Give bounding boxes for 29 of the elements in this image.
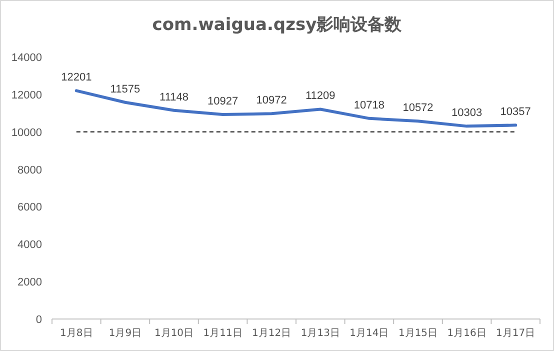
data-label: 10357 [500, 106, 531, 118]
x-tick-label: 1月11日 [203, 328, 242, 339]
x-tick-label: 1月14日 [350, 328, 389, 339]
data-label: 11575 [110, 83, 140, 96]
x-tick-label: 1月12日 [252, 328, 292, 339]
y-tick-label: 4000 [18, 239, 42, 252]
data-label: 11209 [306, 90, 336, 102]
x-tick-label: 1月9日 [108, 328, 142, 339]
data-label: 10972 [256, 94, 287, 107]
x-tick-label: 1月17日 [496, 328, 536, 339]
data-label: 10303 [452, 107, 482, 120]
data-label: 11148 [160, 91, 188, 104]
y-tick-label: 2000 [18, 276, 42, 289]
x-tick-label: 1月15日 [398, 328, 438, 339]
x-tick-label: 1月16日 [447, 328, 486, 339]
y-tick-label: 14000 [11, 52, 42, 64]
y-tick-label: 0 [36, 314, 42, 326]
y-tick-label: 6000 [18, 202, 42, 214]
data-label: 10572 [402, 102, 434, 114]
chart-title: com.waigua.qzsy影响设备数 [152, 15, 403, 35]
y-tick-label: 10000 [11, 126, 42, 139]
x-tick-label: 1月8日 [60, 328, 93, 339]
data-label: 10718 [354, 99, 384, 112]
x-tick-label: 1月10日 [154, 328, 194, 339]
data-label: 12201 [61, 72, 92, 84]
x-tick-label: 1月13日 [300, 328, 340, 339]
y-tick-label: 12000 [11, 89, 42, 102]
y-tick-label: 8000 [18, 164, 42, 176]
data-label: 10927 [208, 96, 238, 108]
